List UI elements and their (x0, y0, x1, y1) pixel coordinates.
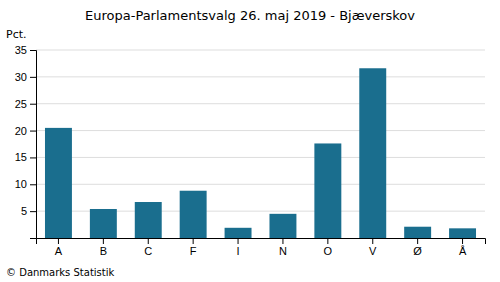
y-axis-label: Pct. (6, 28, 27, 41)
bar (135, 202, 162, 238)
title: Europa-Parlamentsvalg 26. maj 2019 - Bjæ… (85, 8, 415, 23)
bar (225, 228, 252, 238)
x-tick-label: V (369, 245, 377, 257)
x-axis: ABCFINOVØÅ (37, 238, 486, 257)
x-tick-mark (417, 238, 418, 244)
y-tick-mark (30, 211, 36, 212)
chart: Europa-Parlamentsvalg 26. maj 2019 - Bjæ… (0, 0, 500, 282)
bar (180, 191, 207, 238)
bar (404, 227, 431, 238)
y-tick-mark (30, 131, 36, 132)
y-tick-label: 30 (15, 71, 27, 83)
x-tick-label: Å (459, 245, 467, 257)
y-tick-label: 35 (15, 44, 27, 56)
x-tick: B (100, 238, 107, 257)
footer: © Danmarks Statistik (6, 267, 115, 278)
y-tick-label: 5 (21, 205, 27, 217)
bar (90, 209, 117, 238)
x-tick-mark (372, 238, 373, 244)
y-axis: 5 10 15 20 25 30 35 (15, 44, 37, 238)
y-tick-mark (30, 77, 36, 78)
x-tick-mark (193, 238, 194, 244)
x-tick: Ø (413, 238, 422, 257)
y-tick-mark (30, 157, 36, 158)
y-tick-label: 15 (15, 151, 27, 163)
y-tick-label: 20 (15, 125, 27, 137)
y-tick: 30 (15, 71, 36, 83)
grid-line (36, 184, 485, 185)
bar (359, 68, 386, 238)
grid (36, 50, 485, 211)
y-tick-mark (30, 50, 36, 51)
x-tick-label: I (237, 245, 240, 257)
x-tick-label: O (324, 245, 333, 257)
x-tick: V (369, 238, 377, 257)
x-tick: N (279, 238, 287, 257)
x-tick: A (55, 238, 63, 257)
grid-line (36, 76, 485, 77)
y-tick: 10 (15, 178, 36, 190)
y-tick-mark (30, 104, 36, 105)
x-tick: Å (459, 238, 467, 257)
plot: A B C F I N O V Ø Å 5 10 15 20 25 30 35 (15, 44, 486, 257)
y-tick: 25 (15, 98, 36, 110)
x-tick-label: Ø (413, 245, 422, 257)
bar (45, 128, 72, 238)
bar (269, 214, 296, 238)
x-tick-label: A (55, 245, 63, 257)
x-tick: O (324, 238, 333, 257)
y-tick-mark (30, 184, 36, 185)
grid-line (36, 130, 485, 131)
x-axis-line (37, 239, 486, 245)
bars (45, 68, 476, 238)
x-tick-label: C (144, 245, 152, 257)
x-tick-mark (282, 238, 283, 244)
y-tick: 15 (15, 151, 36, 163)
y-tick: 20 (15, 125, 36, 137)
bar (314, 143, 341, 238)
grid-line (36, 103, 485, 104)
x-tick-mark (148, 238, 149, 244)
bar (449, 228, 476, 238)
x-tick-mark (462, 238, 463, 244)
x-tick: C (144, 238, 152, 257)
x-tick-label: B (100, 245, 107, 257)
x-tick-label: F (190, 245, 197, 257)
grid-line (36, 157, 485, 158)
y-tick: 35 (15, 44, 36, 56)
y-tick-label: 25 (15, 98, 27, 110)
grid-line (36, 50, 485, 51)
y-tick: 5 (21, 205, 36, 217)
x-tick: F (190, 238, 197, 257)
x-tick-mark (327, 238, 328, 244)
y-axis-line (30, 51, 37, 239)
x-tick-mark (103, 238, 104, 244)
x-tick-label: N (279, 245, 287, 257)
x-tick-mark (238, 238, 239, 244)
y-tick-label: 10 (15, 178, 27, 190)
x-tick: I (237, 238, 240, 257)
x-tick-mark (58, 238, 59, 244)
